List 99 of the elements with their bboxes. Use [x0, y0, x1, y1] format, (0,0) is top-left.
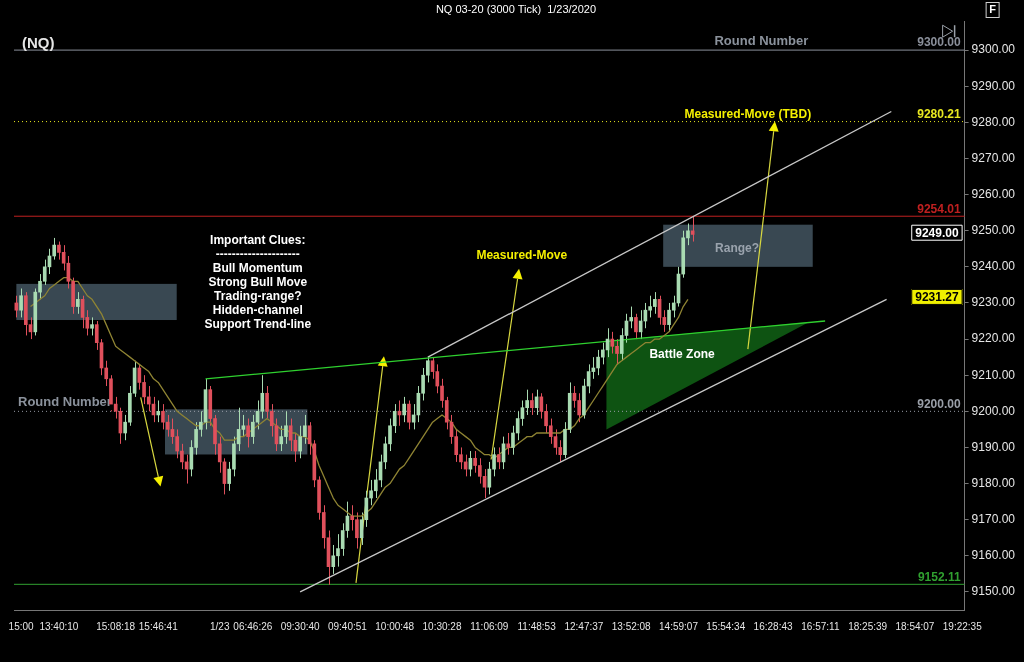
- ref-line-label: 9254.01: [917, 201, 961, 216]
- x-tick-label: 1/23: [210, 620, 230, 632]
- annotation: Measured-Move (TBD): [684, 106, 812, 121]
- annotation: Bull Momentum: [212, 261, 303, 276]
- ref-line-label: 9280.21: [917, 106, 961, 121]
- candlestick: [217, 436, 222, 474]
- y-tick-label: 9290.00: [971, 78, 1016, 93]
- annotation: ---------------------: [215, 247, 300, 262]
- candlestick: [600, 342, 605, 365]
- x-tick-label: 16:57:11: [801, 620, 840, 632]
- candlestick: [634, 313, 638, 340]
- candlestick: [175, 428, 179, 459]
- candlestick: [690, 215, 695, 243]
- candlestick: [530, 392, 534, 416]
- ref-line-label: 9300.00: [917, 35, 961, 50]
- x-tick-label: 18:54:07: [895, 620, 935, 632]
- y-tick-label: 9280.00: [971, 114, 1016, 129]
- annotation: Important Clues:: [210, 233, 306, 248]
- annotation: Round Number: [18, 394, 112, 410]
- candlestick: [161, 403, 165, 430]
- candlestick: [156, 399, 161, 423]
- candlestick: [596, 349, 600, 376]
- text: F: [989, 3, 997, 16]
- candlestick: [227, 461, 232, 492]
- annotation: Battle Zone: [649, 347, 716, 362]
- y-tick-label: 9260.00: [971, 186, 1016, 201]
- annotation: Range?: [715, 241, 760, 256]
- candlestick: [525, 389, 529, 416]
- x-tick-label: 15:54:34: [706, 620, 746, 632]
- annotation: Round Number: [714, 33, 809, 49]
- y-tick-label: 9300.00: [971, 42, 1016, 57]
- candlestick: [246, 418, 250, 448]
- x-tick-label: 19:22:35: [942, 620, 983, 632]
- x-tick-label: 10:30:28: [422, 620, 462, 632]
- annotation: 9249.00: [915, 226, 959, 241]
- candlestick: [331, 544, 336, 575]
- ref-line-label: 9200.00: [917, 396, 961, 411]
- candlestick: [279, 425, 284, 452]
- text: (NQ): [22, 34, 55, 52]
- y-tick-label: 9200.00: [971, 403, 1016, 418]
- candlestick: [402, 396, 407, 423]
- x-tick-label: 13:52:08: [611, 620, 652, 632]
- y-tick-label: 9210.00: [971, 367, 1016, 382]
- x-tick-label: 11:06:09: [470, 620, 509, 632]
- y-tick-label: 9160.00: [971, 548, 1016, 563]
- x-tick-label: 15:00: [8, 620, 35, 632]
- chart-title: NQ 03-20 (3000 Tick) 1/23/2020: [435, 2, 597, 15]
- candlestick: [610, 331, 615, 355]
- candlestick: [515, 410, 520, 441]
- annotation: Hidden-channel: [212, 303, 303, 318]
- candlestick: [90, 316, 94, 336]
- x-tick-label: 09:40:51: [327, 620, 368, 632]
- y-tick-label: 9220.00: [971, 331, 1016, 346]
- candlestick: [373, 468, 378, 499]
- y-tick-label: 9180.00: [971, 475, 1016, 490]
- candlestick: [492, 446, 496, 477]
- x-tick-label: 12:47:37: [564, 620, 604, 632]
- candlestick: [506, 432, 511, 456]
- x-tick-label: 13:40:10: [39, 620, 79, 632]
- candlestick: [629, 306, 634, 329]
- candlestick: [407, 399, 411, 430]
- candlestick: [288, 418, 293, 452]
- y-tick-label: 9240.00: [971, 259, 1016, 274]
- candlestick: [19, 288, 23, 318]
- y-tick-label: 9270.00: [971, 150, 1016, 165]
- x-tick-label: 15:08:18: [96, 620, 136, 632]
- x-tick-label: 18:25:39: [848, 620, 888, 632]
- annotation: Support Trend-line: [204, 317, 312, 332]
- annotation: 9231.27: [915, 290, 959, 305]
- y-tick-label: 9250.00: [971, 223, 1016, 238]
- candlestick: [123, 414, 127, 441]
- x-tick-label: 11:48:53: [517, 620, 557, 632]
- x-tick-label: 14:59:07: [659, 620, 699, 632]
- y-tick-label: 9190.00: [971, 439, 1016, 454]
- x-tick-label: 10:00:48: [375, 620, 415, 632]
- candlestick: [487, 461, 492, 495]
- candlestick: [251, 414, 255, 445]
- candlestick: [686, 222, 690, 246]
- candlestick: [496, 446, 501, 470]
- candlestick: [57, 241, 61, 261]
- x-tick-label: 15:46:41: [138, 620, 179, 632]
- x-tick-label: 16:28:43: [753, 620, 793, 632]
- candlestick: [511, 425, 515, 456]
- y-tick-label: 9230.00: [971, 295, 1016, 310]
- annotation: Strong Bull Move: [208, 275, 308, 290]
- y-tick-label: 9170.00: [971, 512, 1016, 527]
- candlestick: [577, 392, 581, 423]
- candlestick: [180, 443, 184, 470]
- ref-line-label: 9152.11: [917, 569, 961, 584]
- annotation: Measured-Move: [476, 248, 568, 263]
- candlestick: [146, 385, 151, 412]
- candlestick: [76, 291, 80, 315]
- x-tick-label: 09:30:40: [280, 620, 321, 632]
- candlestick: [52, 237, 57, 261]
- x-tick-label: 06:46:26: [233, 620, 273, 632]
- candlestick: [241, 414, 246, 438]
- y-tick-label: 9150.00: [971, 584, 1016, 599]
- annotation: Trading-range?: [214, 289, 302, 304]
- candlestick: [165, 414, 170, 438]
